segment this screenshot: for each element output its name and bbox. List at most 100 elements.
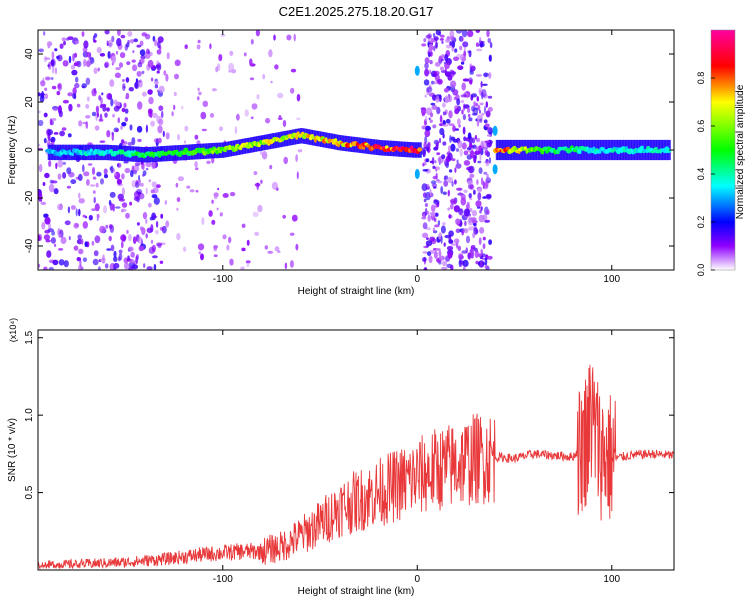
noise-speckle	[68, 236, 71, 241]
noise-speckle	[74, 82, 80, 89]
noise-speckle	[116, 38, 122, 47]
noise-speckle	[465, 235, 471, 244]
noise-speckle	[429, 119, 433, 123]
noise-speckle	[127, 141, 133, 146]
noise-speckle	[475, 146, 480, 152]
noise-speckle	[468, 226, 474, 231]
noise-speckle	[254, 182, 261, 187]
noise-speckle	[206, 160, 211, 164]
noise-speckle	[450, 80, 457, 88]
noise-speckle	[140, 58, 145, 64]
noise-speckle	[186, 185, 191, 189]
noise-speckle	[139, 182, 144, 187]
noise-speckle	[483, 142, 488, 149]
noise-speckle	[49, 139, 54, 142]
noise-speckle	[426, 251, 432, 256]
noise-speckle	[100, 103, 107, 107]
noise-speckle	[156, 49, 162, 55]
noise-speckle	[103, 168, 108, 175]
noise-speckle	[435, 204, 438, 208]
noise-speckle	[270, 80, 273, 84]
noise-speckle	[70, 179, 77, 185]
noise-speckle	[145, 167, 149, 171]
noise-speckle	[45, 239, 51, 243]
noise-speckle	[59, 130, 65, 137]
noise-speckle	[127, 255, 130, 260]
noise-speckle	[197, 96, 200, 101]
noise-speckle	[62, 60, 69, 67]
noise-speckle	[478, 237, 482, 245]
noise-speckle	[436, 152, 441, 156]
colorbar-tick-label: 0.4	[696, 168, 706, 181]
noise-speckle	[470, 245, 476, 250]
noise-speckle	[426, 86, 433, 93]
noise-speckle	[293, 33, 296, 42]
noise-speckle	[438, 31, 442, 36]
noise-speckle	[48, 160, 52, 168]
noise-speckle	[259, 150, 263, 156]
noise-speckle	[134, 81, 140, 89]
noise-speckle	[142, 212, 148, 220]
noise-speckle	[261, 151, 268, 160]
noise-speckle	[49, 118, 53, 126]
snr-ticks: -100 0 100 0.5 1.0 1.5	[24, 330, 674, 585]
noise-speckle	[51, 118, 57, 121]
noise-speckle	[82, 214, 86, 218]
noise-speckle	[58, 110, 63, 118]
noise-speckle	[440, 186, 444, 194]
noise-speckle	[422, 213, 425, 218]
noise-speckle	[145, 233, 148, 239]
noise-speckle	[477, 192, 482, 201]
noise-speckle	[452, 138, 458, 143]
noise-speckle	[106, 40, 109, 46]
noise-speckle	[480, 249, 483, 254]
noise-speckle	[422, 222, 428, 230]
noise-speckle	[110, 98, 114, 107]
noise-speckle	[155, 229, 159, 235]
noise-speckle	[466, 147, 472, 151]
noise-speckle	[443, 242, 446, 247]
colorbar-tick-label: 0.2	[696, 216, 706, 229]
noise-speckle	[448, 214, 452, 219]
noise-speckle	[162, 130, 165, 137]
noise-speckle	[439, 114, 443, 123]
noise-speckle	[442, 102, 446, 108]
noise-speckle	[43, 31, 46, 36]
noise-speckle	[130, 170, 134, 178]
noise-speckle	[484, 161, 491, 164]
noise-speckle	[70, 64, 76, 70]
noise-speckle	[449, 203, 454, 210]
noise-speckle	[174, 73, 179, 80]
noise-speckle	[121, 107, 126, 113]
noise-speckle	[113, 256, 118, 262]
noise-speckle	[156, 70, 160, 74]
noise-speckle	[141, 70, 145, 75]
noise-speckle	[211, 156, 215, 164]
noise-speckle	[241, 247, 246, 252]
noise-speckle	[484, 149, 489, 156]
noise-speckle	[51, 51, 55, 60]
noise-speckle	[177, 133, 180, 141]
noise-speckle	[198, 91, 202, 96]
noise-speckle	[429, 112, 434, 118]
noise-speckle	[289, 260, 294, 268]
noise-speckle	[444, 95, 450, 104]
noise-speckle	[155, 184, 161, 189]
noise-speckle	[51, 230, 55, 236]
noise-speckle	[487, 106, 493, 112]
colorbar-tick-label: 0.8	[696, 72, 706, 85]
noise-speckle	[85, 104, 90, 109]
noise-speckle	[485, 110, 491, 118]
noise-speckle	[478, 145, 482, 153]
noise-speckle	[44, 216, 51, 225]
noise-speckle	[296, 171, 299, 180]
noise-speckle	[432, 165, 436, 169]
noise-speckle	[469, 142, 473, 148]
noise-speckle	[425, 240, 433, 247]
noise-speckle	[434, 160, 437, 164]
spectrogram-panel: -100 0 100 -40 -20 0 20 40 Height of straight l…	[7, 29, 675, 297]
noise-speckle	[215, 66, 219, 73]
noise-speckle	[483, 182, 489, 190]
noise-speckle	[52, 259, 59, 266]
noise-speckle	[208, 210, 213, 217]
